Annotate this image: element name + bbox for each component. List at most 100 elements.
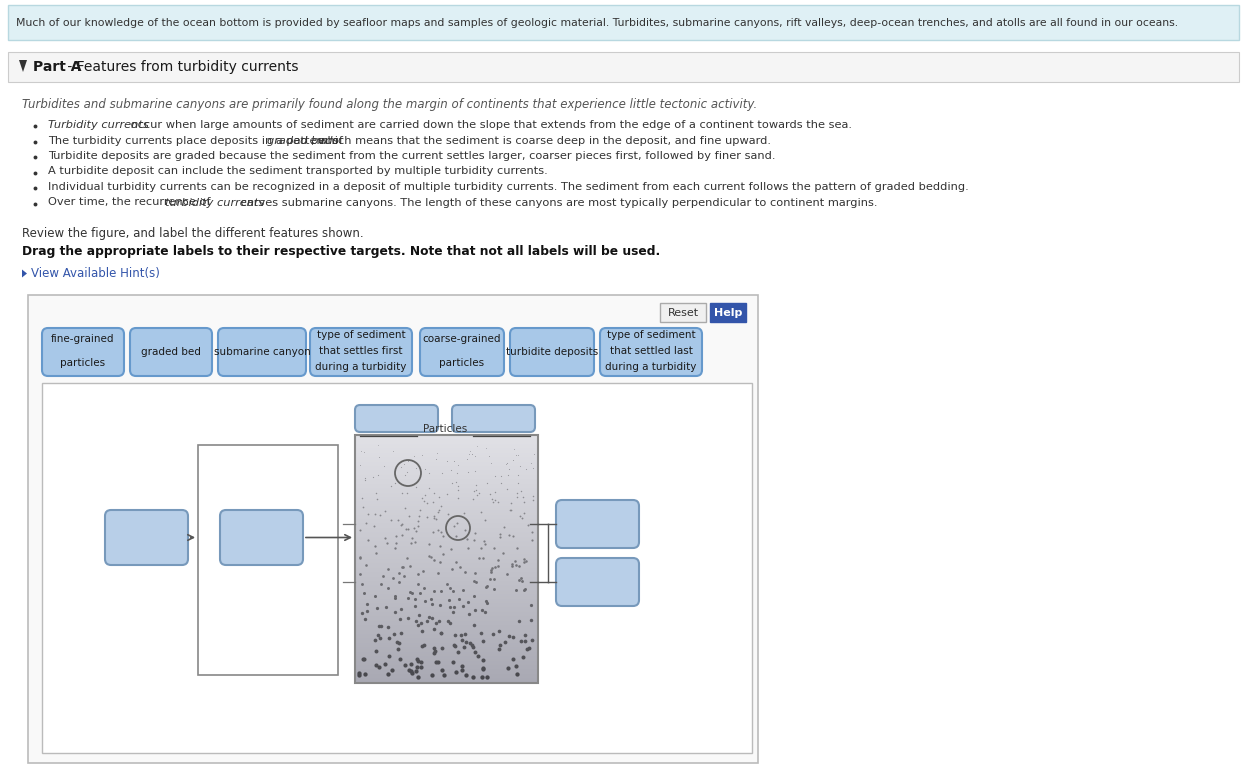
Bar — [355, 666, 537, 667]
Bar — [355, 659, 537, 660]
Bar — [355, 557, 537, 558]
Bar — [355, 493, 537, 494]
Bar — [355, 474, 537, 476]
Bar — [355, 674, 537, 676]
Bar — [355, 615, 537, 616]
Text: turbidity currents: turbidity currents — [166, 198, 264, 208]
Bar — [355, 530, 537, 531]
Bar — [355, 505, 537, 506]
Bar — [355, 597, 537, 598]
Bar — [355, 582, 537, 583]
Bar — [355, 523, 537, 524]
Bar — [355, 619, 537, 620]
Text: fine-grained: fine-grained — [51, 333, 115, 344]
Bar — [355, 637, 537, 638]
Text: The turbidity currents place deposits in a pattern of: The turbidity currents place deposits in… — [47, 135, 347, 145]
Bar — [355, 461, 537, 462]
Bar — [355, 456, 537, 458]
Bar — [355, 459, 537, 460]
Text: coarse-grained: coarse-grained — [423, 333, 501, 344]
Bar — [355, 673, 537, 674]
Bar — [355, 651, 537, 652]
Bar — [355, 524, 537, 526]
FancyBboxPatch shape — [556, 558, 638, 606]
Bar — [355, 519, 537, 520]
Bar — [355, 561, 537, 562]
Bar — [355, 501, 537, 502]
Bar — [355, 617, 537, 619]
Bar — [355, 577, 537, 578]
Bar — [710, 303, 746, 322]
Bar — [355, 545, 537, 546]
Bar — [355, 640, 537, 641]
Bar — [355, 458, 537, 459]
Bar — [355, 569, 537, 570]
Bar — [355, 443, 537, 444]
Bar — [355, 529, 537, 530]
FancyBboxPatch shape — [355, 405, 438, 432]
Text: Reset: Reset — [667, 308, 698, 318]
Bar — [355, 445, 537, 446]
Bar — [355, 575, 537, 576]
Bar — [355, 549, 537, 551]
FancyBboxPatch shape — [218, 328, 306, 376]
Bar — [355, 591, 537, 592]
Bar — [355, 658, 537, 659]
Bar — [355, 600, 537, 601]
Bar — [355, 681, 537, 683]
Text: Much of our knowledge of the ocean bottom is provided by seafloor maps and sampl: Much of our knowledge of the ocean botto… — [16, 17, 1178, 27]
Bar — [27, 295, 758, 763]
Bar — [355, 542, 537, 544]
Bar — [355, 487, 537, 488]
Bar — [355, 608, 537, 609]
Bar — [355, 587, 537, 588]
Bar — [355, 470, 537, 471]
Bar — [355, 525, 537, 526]
Bar — [355, 682, 537, 683]
Bar — [355, 670, 537, 672]
Bar — [355, 531, 537, 533]
Bar — [355, 508, 537, 509]
Bar — [355, 482, 537, 483]
Bar — [355, 602, 537, 603]
Bar — [355, 570, 537, 571]
Text: A turbidite deposit can include the sediment transported by multiple turbidity c: A turbidite deposit can include the sedi… — [47, 166, 547, 177]
Bar — [355, 599, 537, 601]
Bar — [355, 444, 537, 445]
Bar — [355, 460, 537, 462]
Bar — [355, 634, 537, 635]
Bar — [355, 639, 537, 640]
Bar — [355, 601, 537, 602]
Bar — [355, 590, 537, 591]
Bar — [355, 466, 537, 467]
Bar — [355, 527, 537, 528]
Bar — [355, 506, 537, 508]
Bar — [355, 528, 537, 530]
Text: submarine canyon: submarine canyon — [213, 347, 311, 357]
Bar — [355, 655, 537, 656]
Bar — [355, 452, 537, 453]
Bar — [355, 564, 537, 565]
Bar — [355, 598, 537, 599]
Bar — [355, 633, 537, 634]
Bar — [355, 675, 537, 676]
Bar — [355, 671, 537, 672]
Bar — [355, 551, 537, 552]
Bar — [355, 568, 537, 569]
Bar — [355, 665, 537, 666]
Bar — [355, 543, 537, 544]
Bar — [355, 584, 537, 585]
Bar — [355, 503, 537, 505]
FancyBboxPatch shape — [600, 328, 702, 376]
Text: Individual turbidity currents can be recognized in a deposit of multiple turbidi: Individual turbidity currents can be rec… — [47, 182, 969, 192]
Bar — [355, 647, 537, 648]
Bar — [355, 552, 537, 553]
Bar — [355, 504, 537, 505]
Bar — [355, 680, 537, 681]
Text: Turbidity currents: Turbidity currents — [47, 120, 148, 130]
Bar — [355, 571, 537, 572]
Text: during a turbidity: during a turbidity — [605, 362, 697, 373]
Bar — [355, 534, 537, 535]
FancyBboxPatch shape — [105, 510, 188, 565]
Bar — [355, 515, 537, 516]
